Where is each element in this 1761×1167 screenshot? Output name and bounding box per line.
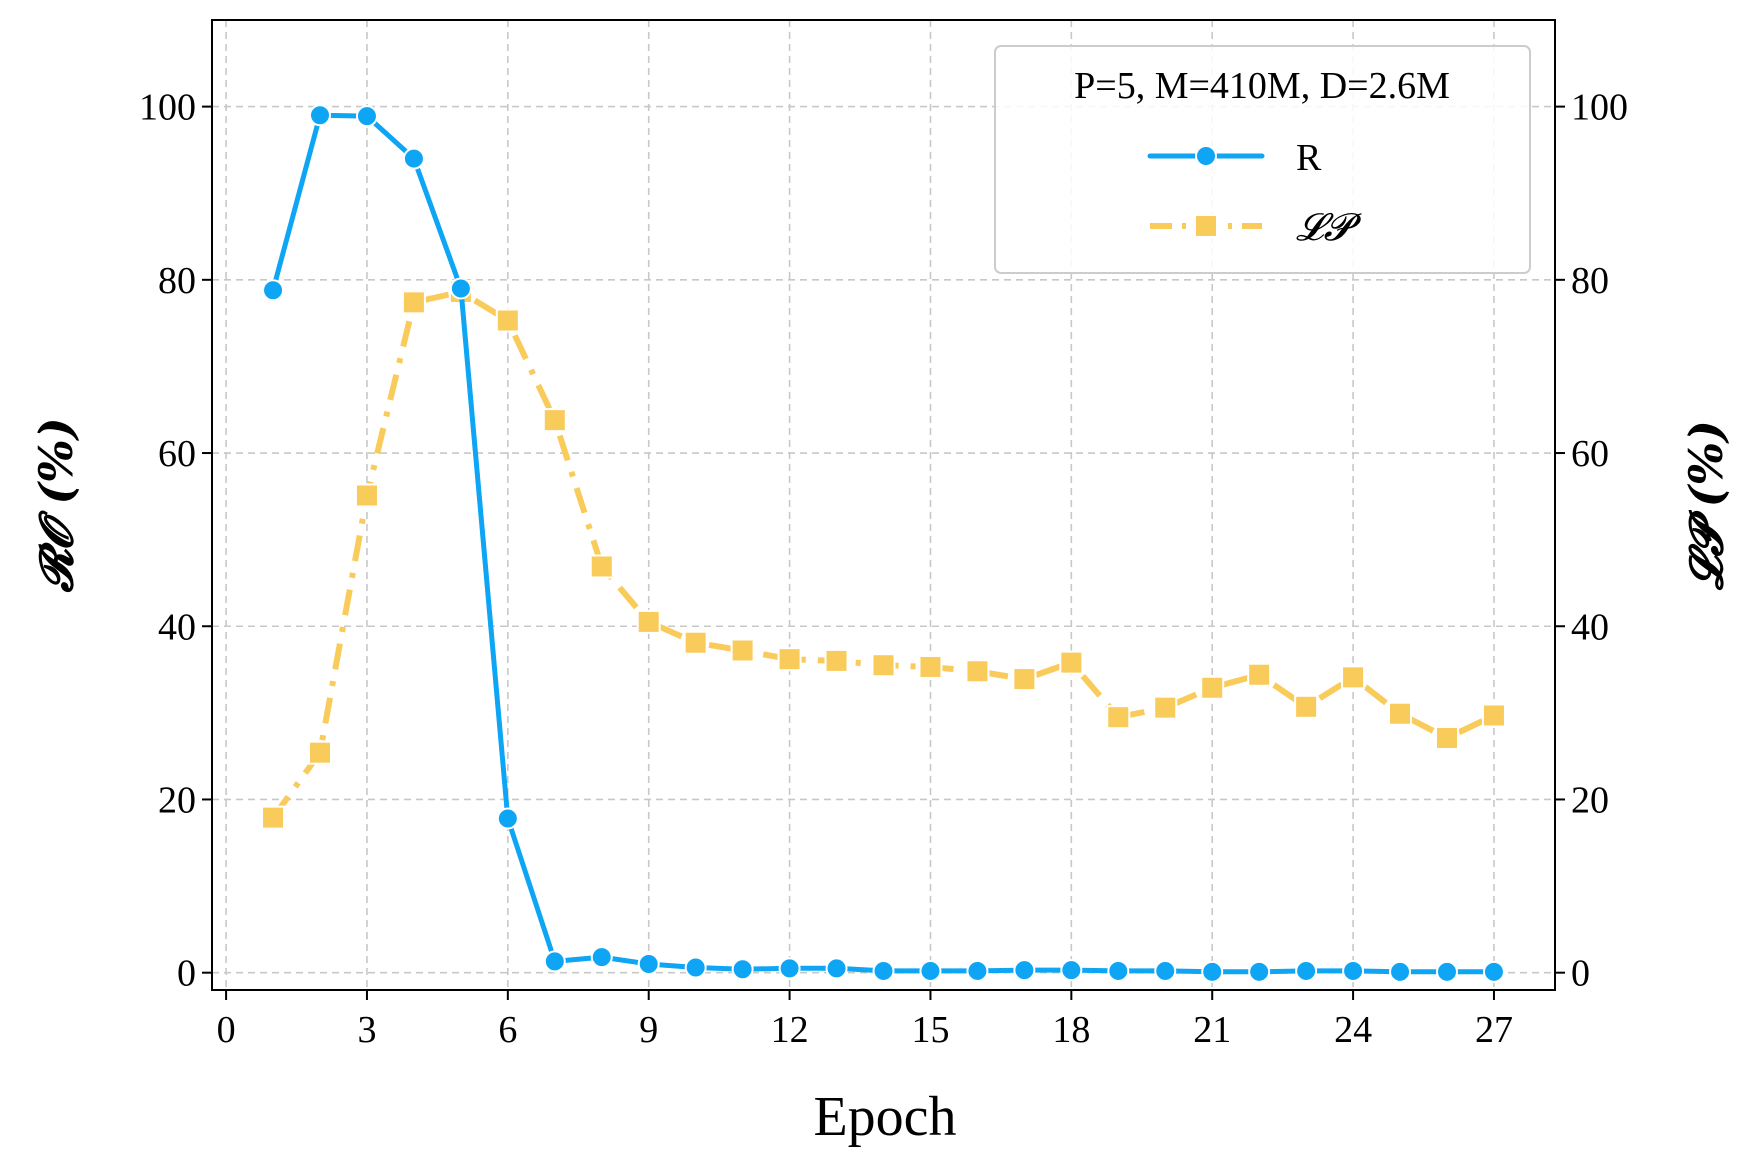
data-point-r [1342,959,1365,982]
data-point-lp [918,654,943,679]
data-point-r [1248,960,1271,983]
data-point-r [1201,960,1224,983]
data-point-lp [777,647,802,672]
data-point-r [637,953,660,976]
x-tick-label: 9 [639,1009,658,1051]
y-right-tick-label: 40 [1571,606,1609,648]
data-point-r [1107,959,1130,982]
data-point-lp [354,483,379,508]
y-right-tick-label: 20 [1571,779,1609,821]
series-layer [261,104,1506,983]
data-point-r [449,277,472,300]
legend-box [994,45,1531,274]
data-point-lp [1106,705,1131,730]
y-left-tick-label: 80 [158,260,196,302]
data-point-r [1013,959,1036,982]
data-point-lp [1388,701,1413,726]
data-point-lp [401,290,426,315]
data-point-lp [965,659,990,684]
data-point-lp [636,609,661,634]
x-tick-label: 6 [498,1009,517,1051]
data-point-lp [1341,665,1366,690]
x-tick-label: 3 [357,1009,376,1051]
data-point-r [1154,959,1177,982]
x-tick-label: 12 [771,1009,809,1051]
data-point-lp [1434,725,1459,750]
y-left-tick-label: 0 [177,953,196,995]
data-point-lp [730,638,755,663]
data-point-r [590,946,613,969]
y-axis-right-title: 𝓛𝓟 (%) [1679,420,1733,591]
x-tick-label: 18 [1052,1009,1090,1051]
x-axis-title: Epoch [813,1086,956,1148]
y-left-tick-label: 100 [139,87,196,129]
legend: P=5, M=410M, D=2.6M R 𝓛𝓟 [994,45,1531,274]
data-point-r [496,807,519,830]
legend-label-lp: 𝓛𝓟 [1296,207,1362,249]
data-point-r [1482,960,1505,983]
data-point-r [684,956,707,979]
legend-marker-r [1195,145,1217,167]
data-point-r [1389,960,1412,983]
data-point-r [543,950,566,973]
data-point-r [966,959,989,982]
data-point-lp [542,408,567,433]
data-point-r [262,279,285,302]
data-point-r [309,104,332,127]
y-left-tick-label: 40 [158,606,196,648]
x-tick-label: 24 [1334,1009,1372,1051]
y-right-tick-label: 0 [1571,953,1590,995]
data-point-lp [1294,694,1319,719]
data-point-lp [824,648,849,673]
x-tick-label: 0 [217,1009,236,1051]
data-point-r [355,105,378,128]
data-point-lp [1153,695,1178,720]
data-point-lp [1012,667,1037,692]
plot-frame [211,19,1556,991]
y-axis-left-title: 𝓡𝓞 (%) [29,417,83,593]
data-point-lp [1247,662,1272,687]
y-left-tick-label: 20 [158,779,196,821]
legend-marker-lp [1194,214,1218,238]
y-right-tick-label: 60 [1571,433,1609,475]
data-point-lp [1200,675,1225,700]
data-point-lp [871,653,896,678]
x-tick-label: 27 [1475,1009,1513,1051]
data-point-r [872,959,895,982]
data-point-r [402,147,425,170]
data-point-r [1295,959,1318,982]
y-right-tick-label: 80 [1571,260,1609,302]
data-point-r [825,957,848,980]
data-point-lp [1059,650,1084,675]
y-right-tick-label: 100 [1571,87,1628,129]
data-point-r [778,957,801,980]
legend-label-r: R [1296,137,1322,179]
data-point-r [1060,959,1083,982]
data-point-lp [261,805,286,830]
x-tick-label: 21 [1193,1009,1231,1051]
data-point-lp [683,630,708,655]
data-point-r [731,958,754,981]
data-point-r [1435,960,1458,983]
data-point-lp [495,308,520,333]
legend-title: P=5, M=410M, D=2.6M [1074,65,1450,107]
data-point-r [919,959,942,982]
data-point-lp [308,740,333,765]
y-left-tick-label: 60 [158,433,196,475]
data-point-lp [589,554,614,579]
x-tick-label: 15 [911,1009,949,1051]
data-point-lp [1481,703,1506,728]
